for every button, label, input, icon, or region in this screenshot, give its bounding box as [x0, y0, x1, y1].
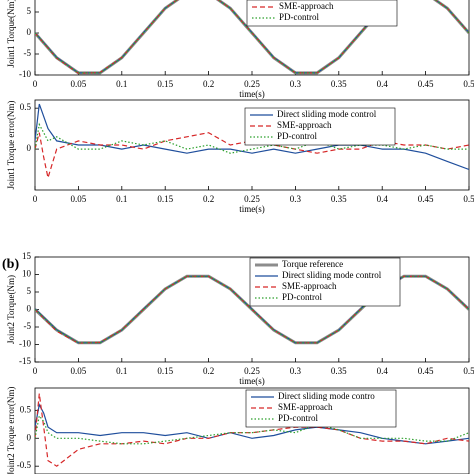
legend-label: PD-control	[278, 413, 318, 423]
y-tick-label: -0.5	[17, 460, 32, 470]
y-tick-label: 15	[22, 251, 32, 261]
y-tick-label: 0	[27, 304, 32, 314]
x-tick-label: 0.25	[244, 366, 260, 376]
legend-label: PD-control	[282, 292, 322, 302]
x-tick-label: 0	[33, 194, 38, 204]
x-tick-label: 0.5	[463, 79, 474, 89]
y-tick-label: -15	[19, 356, 31, 366]
y-axis-label: Joint2 Torque(Nm)	[6, 275, 16, 344]
legend-label: PD-control	[279, 12, 319, 22]
legend-box	[246, 0, 398, 27]
x-tick-label: 0.15	[157, 79, 173, 89]
y-tick-label: 0.5	[20, 404, 32, 414]
series-line	[35, 403, 469, 445]
y-tick-label: 0	[27, 27, 32, 37]
y-tick-label: 0	[27, 432, 32, 442]
x-tick-label: 0.4	[377, 194, 389, 204]
x-axis-label: time(s)	[239, 204, 265, 214]
x-tick-label: 0.15	[157, 194, 173, 204]
y-tick-label: 0.5	[20, 102, 32, 112]
legend-label: PD-control	[277, 131, 317, 141]
y-tick-label: 5	[27, 6, 32, 16]
x-tick-label: 0.3	[290, 366, 302, 376]
x-axis-label: time(s)	[239, 376, 265, 386]
legend-label: SME-approach	[278, 402, 333, 412]
y-tick-label: -10	[19, 69, 31, 79]
x-tick-label: 0.35	[331, 366, 347, 376]
legend-label: Direct sliding mode control	[282, 270, 382, 280]
x-tick-label: 0.2	[203, 194, 214, 204]
x-tick-label: 0.2	[203, 79, 214, 89]
x-tick-label: 0.5	[463, 194, 474, 204]
y-axis-label: Joint1 Torque(Nm)	[6, 0, 16, 67]
x-tick-label: 0.5	[463, 366, 474, 376]
y-tick-label: -5	[24, 48, 32, 58]
y-axis-label: Joint1 Torque error(Nm)	[6, 101, 16, 190]
x-tick-label: 0.1	[116, 194, 127, 204]
x-axis-label: time(s)	[239, 89, 265, 99]
x-tick-label: 0.1	[116, 79, 127, 89]
plot-lines	[35, 393, 469, 467]
y-tick-label: 5	[27, 286, 32, 296]
x-tick-label: 0.4	[377, 79, 389, 89]
x-tick-label: 0.05	[71, 79, 87, 89]
x-tick-label: 0	[33, 79, 38, 89]
x-tick-label: 0.3	[290, 79, 302, 89]
x-tick-label: 0.05	[71, 366, 87, 376]
x-tick-label: 0.45	[418, 366, 434, 376]
panel-label: (b)	[2, 257, 19, 272]
x-tick-label: 0.25	[244, 79, 260, 89]
x-tick-label: 0.3	[290, 194, 302, 204]
x-tick-label: 0.1	[116, 366, 127, 376]
legend-label: Direct sliding mode control	[277, 109, 377, 119]
legend-label: SME-approach	[277, 120, 332, 130]
series-line	[35, 393, 469, 467]
y-tick-label: 0	[27, 143, 32, 153]
x-tick-label: 0.4	[377, 366, 389, 376]
legend-label: Direct sliding mode contro	[278, 391, 375, 401]
x-tick-label: 0.2	[203, 366, 214, 376]
x-tick-label: 0.35	[331, 194, 347, 204]
legend-label: Torque reference	[282, 259, 343, 269]
x-tick-label: 0.15	[157, 366, 173, 376]
x-tick-label: 0.05	[71, 194, 87, 204]
y-tick-label: -10	[19, 339, 31, 349]
x-tick-label: 0	[33, 366, 38, 376]
x-tick-label: 0.45	[418, 79, 434, 89]
y-tick-label: 10	[22, 269, 32, 279]
legend-label: SME-approach	[279, 1, 334, 11]
plot-lines	[35, 0, 469, 75]
x-tick-label: 0.25	[244, 194, 260, 204]
legend-label: SME-approach	[282, 281, 337, 291]
y-axis-label: Joint2 Torque error(Nm)	[6, 387, 16, 474]
series-line	[35, 0, 469, 74]
series-line	[35, 122, 469, 154]
x-tick-label: 0.45	[418, 194, 434, 204]
x-tick-label: 0.35	[331, 79, 347, 89]
y-tick-label: -5	[24, 321, 32, 331]
